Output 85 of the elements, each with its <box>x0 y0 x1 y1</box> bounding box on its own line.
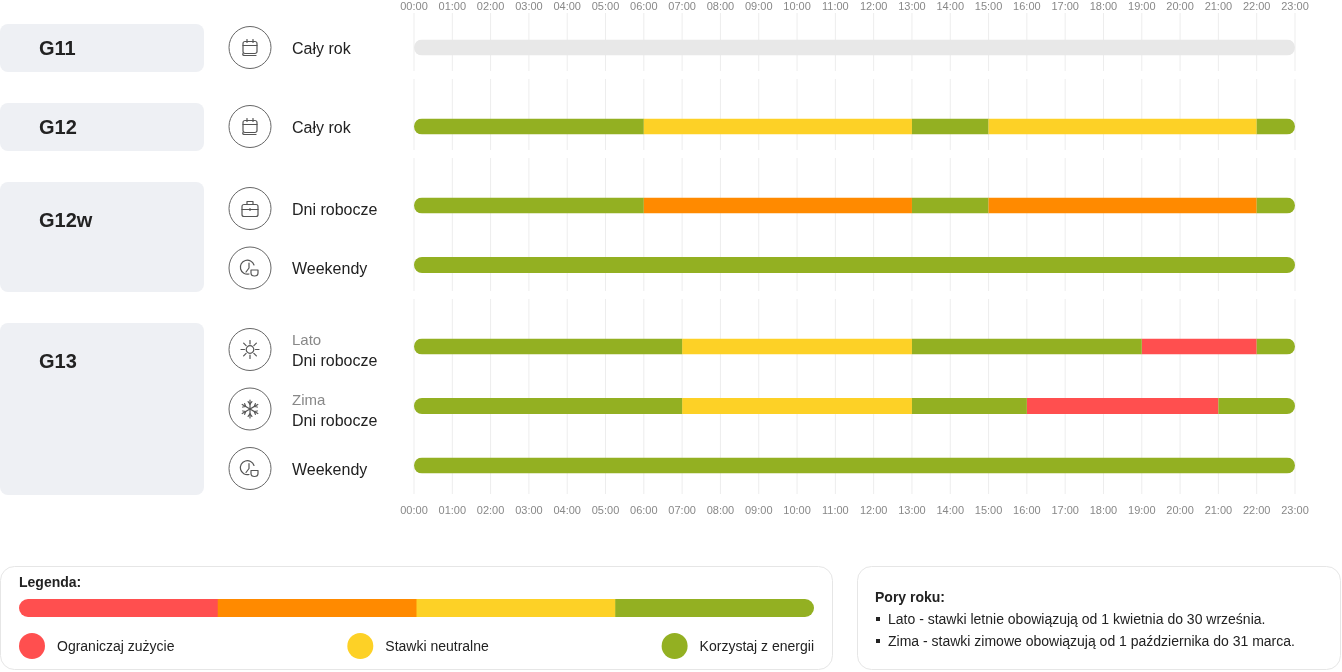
y-tick-label: Zima Dni robocze <box>292 390 378 428</box>
bar <box>1026 398 1219 414</box>
bar <box>1218 398 1295 414</box>
x-tick-label: 02:00 <box>476 504 505 516</box>
x-tick-label: 09:00 <box>744 504 773 516</box>
legend-title: Legenda: <box>19 574 82 590</box>
x2-tick-label: 02:00 <box>476 0 505 12</box>
bar <box>414 197 644 214</box>
x-tick-label: 01:00 <box>438 504 467 516</box>
y-axis-title: G11 <box>39 37 76 59</box>
x2-tick-label: 05:00 <box>591 0 620 12</box>
x-tick-label: 08:00 <box>706 504 735 516</box>
x-tick-label: 12:00 <box>859 504 888 516</box>
bar <box>911 118 989 135</box>
x2-tick-label: 06:00 <box>630 0 658 12</box>
x2-tick-label: 15:00 <box>974 0 1003 12</box>
bar <box>414 338 683 355</box>
text: Pory roku: <box>875 589 946 605</box>
x2-tick-label: 00:00 <box>400 0 428 12</box>
x-tick-label: 17:00 <box>1051 504 1079 516</box>
x-tick-label: 23:00 <box>1281 504 1309 516</box>
x2-tick-label: 23:00 <box>1281 0 1309 12</box>
text: Zima - stawki zimowe obowiązują od 1 października do 31 marca. <box>888 633 1295 649</box>
x-tick-label: 13:00 <box>898 504 926 516</box>
legend-label: Korzystaj z energii <box>699 638 815 654</box>
y-tick-label: Lato Dni robocze <box>292 330 378 369</box>
x-tick-label: 21:00 <box>1204 504 1233 516</box>
bar <box>1141 338 1257 355</box>
bar <box>414 398 683 414</box>
x-tick-label: 06:00 <box>630 504 658 516</box>
x2-tick-label: 01:00 <box>438 0 467 12</box>
x2-tick-label: 18:00 <box>1089 0 1118 12</box>
x2-tick-label: 16:00 <box>1013 0 1041 12</box>
bar <box>911 398 1027 414</box>
x2-tick-label: 12:00 <box>859 0 888 12</box>
text: Lato - stawki letnie obowiązują od 1 kwietnia do 30 września. <box>888 611 1266 627</box>
legend-label: Ograniczaj zużycie <box>57 638 175 654</box>
y-tick-label: Cały rok <box>292 39 352 56</box>
bar <box>911 338 1142 355</box>
x-tick-label: 14:00 <box>936 504 965 516</box>
y-tick-label: Weekendy <box>292 460 368 477</box>
x-tick-label: 18:00 <box>1089 504 1118 516</box>
bar <box>988 197 1257 214</box>
bar <box>682 338 912 355</box>
y-tick-label: Cały rok <box>292 118 352 135</box>
x2-tick-label: 08:00 <box>706 0 735 12</box>
y-axis-title: G13 <box>39 350 77 372</box>
x2-tick-label: 07:00 <box>668 0 696 12</box>
x2-tick-label: 17:00 <box>1051 0 1079 12</box>
x2-tick-label: 19:00 <box>1128 0 1156 12</box>
x-tick-label: 22:00 <box>1242 504 1271 516</box>
x2-tick-label: 20:00 <box>1166 0 1194 12</box>
y-axis-title: G12w <box>39 209 93 231</box>
x-tick-label: 11:00 <box>821 504 849 516</box>
x2-tick-label: 04:00 <box>553 0 581 12</box>
x-tick-label: 07:00 <box>668 504 696 516</box>
x-tick-label: 15:00 <box>974 504 1003 516</box>
x2-tick-label: 09:00 <box>744 0 773 12</box>
y-tick-label: Dni robocze <box>292 200 378 217</box>
x2-tick-label: 14:00 <box>936 0 965 12</box>
x2-tick-label: 22:00 <box>1242 0 1271 12</box>
x-tick-label: 05:00 <box>591 504 620 516</box>
x-tick-label: 00:00 <box>400 504 428 516</box>
x-tick-label: 19:00 <box>1128 504 1156 516</box>
x2-tick-label: 21:00 <box>1204 0 1233 12</box>
x-tick-label: 20:00 <box>1166 504 1194 516</box>
bar <box>414 257 1295 273</box>
bar <box>414 457 1295 474</box>
x-tick-label: 10:00 <box>783 504 811 516</box>
x-tick-label: 04:00 <box>553 504 581 516</box>
bar <box>414 118 644 135</box>
bar <box>643 197 912 214</box>
x2-tick-label: 10:00 <box>783 0 811 12</box>
x2-tick-label: 13:00 <box>898 0 926 12</box>
y-axis-title: G12 <box>39 116 77 138</box>
bar <box>682 398 912 414</box>
x-tick-label: 03:00 <box>515 504 543 516</box>
legend-label: Stawki neutralne <box>385 638 490 654</box>
bar <box>988 118 1257 135</box>
x2-tick-label: 03:00 <box>515 0 543 12</box>
y-tick-label: Weekendy <box>292 259 368 277</box>
bar <box>643 118 912 135</box>
x2-tick-label: 11:00 <box>821 0 849 12</box>
bar <box>911 197 989 214</box>
x-tick-label: 16:00 <box>1013 504 1041 516</box>
